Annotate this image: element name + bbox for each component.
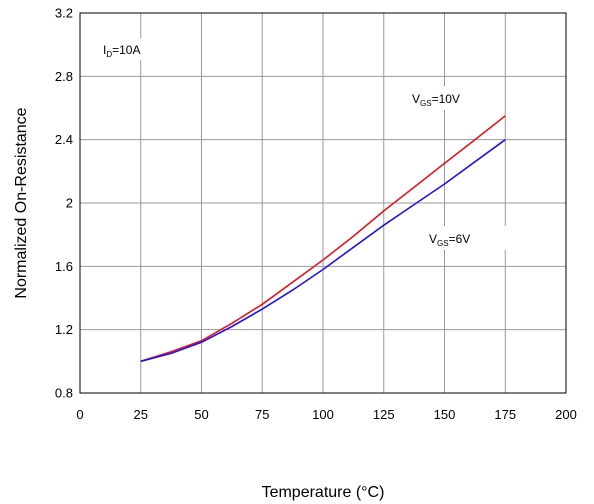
annotation-vgs10-bg [408, 86, 478, 110]
y-axis-title: Normalized On-Resistance [13, 107, 30, 298]
x-tick-label: 25 [134, 407, 148, 422]
x-tick-label: 75 [255, 407, 269, 422]
y-tick-label: 0.8 [55, 386, 73, 401]
y-tick-label: 2 [66, 196, 73, 211]
y-tick-label: 2.8 [55, 69, 73, 84]
annotation-vgs6-bg [424, 226, 510, 250]
annotation-id-bg [98, 38, 150, 60]
x-tick-label: 100 [312, 407, 334, 422]
x-tick-label: 150 [434, 407, 456, 422]
x-tick-label: 0 [76, 407, 83, 422]
y-tick-label: 1.2 [55, 322, 73, 337]
x-tick-label: 175 [494, 407, 516, 422]
tick-labels: 0 25 50 75 100 125 150 175 200 0.8 1.2 1.6 2 2.4 2.8 3.… [55, 6, 577, 423]
annotation-vgs6: VGS=6V [429, 232, 470, 248]
annotation-id: ID=10A [103, 43, 140, 59]
annotation-vgs10: VGS=10V [412, 92, 460, 108]
x-tick-label: 200 [555, 407, 577, 422]
series-line-vgs-6v [140, 139, 506, 363]
grid [80, 13, 566, 393]
series-lines [140, 115, 506, 363]
x-tick-label: 50 [194, 407, 208, 422]
y-tick-label: 3.2 [55, 6, 73, 21]
series-line-vgs-10v [140, 115, 506, 363]
x-tick-label: 125 [373, 407, 395, 422]
y-tick-label: 2.4 [55, 132, 73, 147]
y-tick-label: 1.6 [55, 259, 73, 274]
x-axis-title: Temperature (°C) [262, 484, 385, 501]
plot-frame [79, 12, 567, 394]
